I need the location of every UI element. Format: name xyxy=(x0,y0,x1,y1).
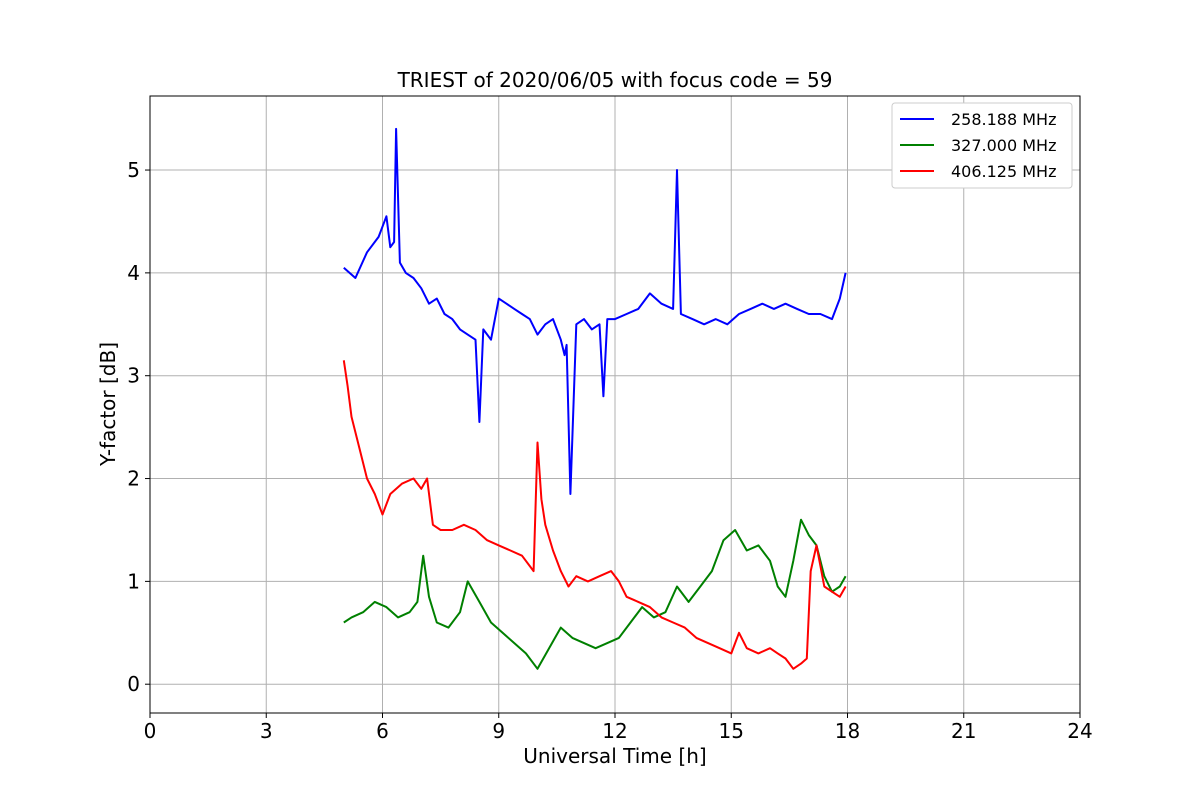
legend-label: 327.000 MHz xyxy=(951,136,1056,155)
legend-label: 406.125 MHz xyxy=(951,162,1056,181)
y-tick-label: 2 xyxy=(127,467,140,491)
legend-label: 258.188 MHz xyxy=(951,110,1056,129)
x-tick-layer: 0 3 6 9 12 15 18 21 24 xyxy=(144,713,1093,743)
y-axis-label: Y-factor [dB] xyxy=(96,342,120,467)
x-axis-label: Universal Time [h] xyxy=(523,744,706,768)
x-tick-label: 3 xyxy=(260,719,273,743)
x-tick-label: 15 xyxy=(719,719,744,743)
legend-box xyxy=(891,102,1073,189)
y-tick-label: 5 xyxy=(127,158,140,182)
series-layer xyxy=(342,127,847,670)
x-tick-label: 24 xyxy=(1067,719,1092,743)
x-tick-label: 12 xyxy=(602,719,627,743)
x-tick-label: 9 xyxy=(492,719,505,743)
x-tick-label: 21 xyxy=(951,719,976,743)
series-line-1 xyxy=(343,127,847,495)
series-line-2 xyxy=(343,518,847,670)
x-tick-label: 0 xyxy=(144,719,157,743)
x-tick-label: 6 xyxy=(376,719,389,743)
y-tick-label: 4 xyxy=(127,261,140,285)
chart-title: TRIEST of 2020/06/05 with focus code = 5… xyxy=(397,68,833,92)
legend-entries: 258.188 MHz 327.000 MHz 406.125 MHz xyxy=(900,110,1056,181)
legend: 258.188 MHz 327.000 MHz 406.125 MHz xyxy=(891,102,1073,189)
y-tick-label: 1 xyxy=(127,569,140,593)
series-line-3 xyxy=(342,360,847,670)
y-tick-label: 3 xyxy=(127,364,140,388)
y-tick-label: 0 xyxy=(127,672,140,696)
y-tick-layer: 0 1 2 3 4 5 xyxy=(127,158,150,696)
x-tick-label: 18 xyxy=(835,719,860,743)
